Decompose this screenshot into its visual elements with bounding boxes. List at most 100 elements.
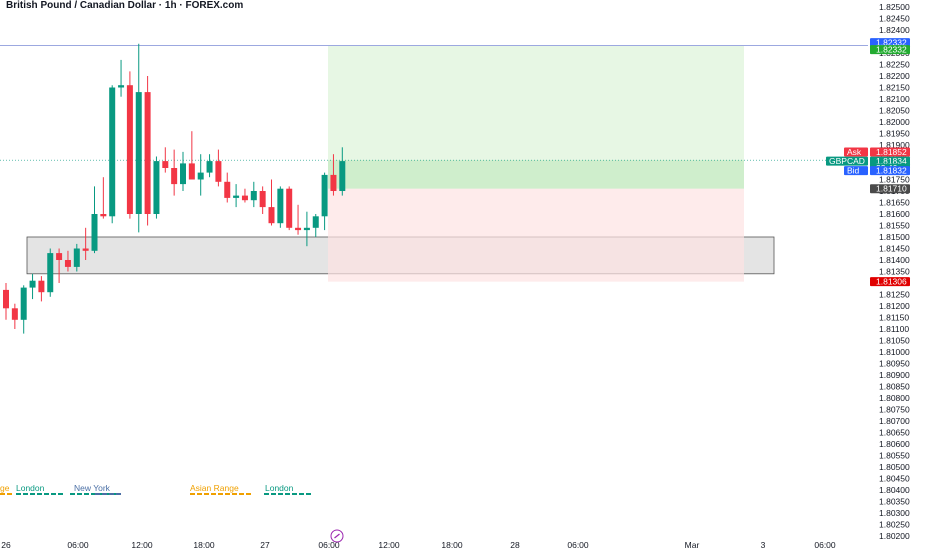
price-tick: 1.80300 bbox=[879, 508, 910, 518]
time-tick: 27 bbox=[260, 540, 270, 550]
candle-body[interactable] bbox=[321, 174, 328, 217]
price-tick: 1.82250 bbox=[879, 60, 910, 70]
price-tick: 1.80450 bbox=[879, 474, 910, 484]
candle-body[interactable] bbox=[268, 207, 275, 224]
time-tick: 06:00 bbox=[567, 540, 589, 550]
svg-text:Ask: Ask bbox=[847, 147, 862, 157]
price-tag-symbol: 1.81834 GBPCAD bbox=[826, 156, 910, 166]
candle-body[interactable] bbox=[233, 195, 240, 198]
svg-text:1.81306: 1.81306 bbox=[876, 277, 907, 287]
price-tick: 1.80600 bbox=[879, 439, 910, 449]
price-tag-bid: 1.81832 Bid bbox=[844, 166, 910, 176]
candle-body[interactable] bbox=[171, 168, 178, 185]
candle-body[interactable] bbox=[135, 92, 142, 214]
price-tick: 1.81600 bbox=[879, 209, 910, 219]
time-tick: 12:00 bbox=[131, 540, 153, 550]
price-tick: 1.80750 bbox=[879, 405, 910, 415]
candle-body[interactable] bbox=[277, 188, 284, 224]
price-tick: 1.82500 bbox=[879, 2, 910, 12]
candle-body[interactable] bbox=[82, 248, 89, 251]
price-tick: 1.82000 bbox=[879, 117, 910, 127]
price-tick: 1.80200 bbox=[879, 531, 910, 541]
price-tag-ask: 1.81852 Ask bbox=[844, 147, 910, 157]
session-label: ge bbox=[0, 483, 10, 493]
candle-body[interactable] bbox=[3, 289, 9, 309]
candle-body[interactable] bbox=[241, 195, 248, 201]
price-tick: 1.81900 bbox=[879, 140, 910, 150]
price-tick: 1.81650 bbox=[879, 198, 910, 208]
price-tag-current: 1.81710 bbox=[870, 184, 910, 194]
candle-body[interactable] bbox=[215, 161, 222, 182]
price-tick: 1.81450 bbox=[879, 244, 910, 254]
price-tick: 1.81150 bbox=[879, 313, 909, 323]
candle-body[interactable] bbox=[118, 85, 125, 88]
svg-text:Bid: Bid bbox=[847, 166, 860, 176]
time-marker-glyph bbox=[334, 533, 340, 539]
price-tick: 1.81350 bbox=[879, 267, 910, 277]
price-tick: 1.81000 bbox=[879, 347, 910, 357]
price-tick: 1.81050 bbox=[879, 336, 910, 346]
symbol-title: British Pound / Canadian Dollar · 1h · F… bbox=[6, 0, 244, 11]
price-tick: 1.80350 bbox=[879, 497, 910, 507]
price-tick: 1.82150 bbox=[879, 83, 910, 93]
candle-body[interactable] bbox=[180, 163, 186, 185]
candle-body[interactable] bbox=[339, 161, 346, 191]
candle-body[interactable] bbox=[286, 188, 293, 228]
price-tick: 1.82450 bbox=[879, 14, 910, 24]
price-tick: 1.81550 bbox=[879, 221, 910, 231]
candle-body[interactable] bbox=[153, 161, 160, 214]
candle-body[interactable] bbox=[56, 253, 63, 260]
price-tick: 1.82100 bbox=[879, 94, 910, 104]
time-tick: 18:00 bbox=[441, 540, 463, 550]
candle-body[interactable] bbox=[73, 248, 80, 267]
candle-body[interactable] bbox=[126, 85, 133, 214]
candle-body[interactable] bbox=[188, 163, 195, 180]
price-tick: 1.81100 bbox=[879, 324, 909, 334]
candle-body[interactable] bbox=[295, 227, 302, 231]
time-tick: 18:00 bbox=[193, 540, 215, 550]
candle-body[interactable] bbox=[197, 172, 204, 180]
price-tick: 1.80400 bbox=[879, 485, 910, 495]
price-tick: 1.80900 bbox=[879, 370, 910, 380]
price-tick: 1.80550 bbox=[879, 451, 910, 461]
price-tick: 1.81500 bbox=[879, 232, 910, 242]
candle-body[interactable] bbox=[206, 161, 213, 173]
price-tick: 1.80700 bbox=[879, 416, 910, 426]
candle-body[interactable] bbox=[100, 214, 107, 217]
price-tick: 1.82050 bbox=[879, 106, 910, 116]
svg-text:1.81852: 1.81852 bbox=[876, 147, 907, 157]
time-tick: 28 bbox=[510, 540, 520, 550]
candle-body[interactable] bbox=[109, 87, 116, 217]
price-tick: 1.80250 bbox=[879, 520, 910, 530]
svg-text:1.82332: 1.82332 bbox=[876, 38, 907, 48]
candle-body[interactable] bbox=[224, 181, 231, 198]
time-tick: 06:00 bbox=[814, 540, 836, 550]
candle-body[interactable] bbox=[303, 227, 310, 231]
candle-body[interactable] bbox=[312, 216, 319, 228]
candle-body[interactable] bbox=[259, 191, 266, 208]
session-label: New York bbox=[74, 483, 111, 493]
price-tick: 1.80500 bbox=[879, 462, 910, 472]
session-label: London bbox=[265, 483, 294, 493]
candle-body[interactable] bbox=[29, 280, 36, 288]
time-tick: 06:00 bbox=[67, 540, 89, 550]
price-tick: 1.81200 bbox=[879, 301, 910, 311]
time-tick: Mar bbox=[685, 540, 700, 550]
time-tick: 12:00 bbox=[378, 540, 400, 550]
candle-body[interactable] bbox=[20, 287, 27, 320]
candle-body[interactable] bbox=[144, 92, 151, 214]
candle-body[interactable] bbox=[330, 174, 337, 191]
candle-body[interactable] bbox=[91, 214, 98, 251]
price-tick: 1.81750 bbox=[879, 175, 910, 185]
price-tick: 1.81250 bbox=[879, 290, 910, 300]
candle-body[interactable] bbox=[250, 191, 257, 201]
candle-body[interactable] bbox=[38, 280, 45, 293]
candle-body[interactable] bbox=[47, 253, 54, 293]
price-tick: 1.80950 bbox=[879, 359, 910, 369]
candle-body[interactable] bbox=[11, 308, 18, 320]
price-tag-tp: 1.82332 bbox=[870, 45, 910, 55]
candle-body[interactable] bbox=[162, 161, 169, 168]
candle-body[interactable] bbox=[64, 260, 71, 267]
loss-zone[interactable] bbox=[328, 188, 744, 282]
